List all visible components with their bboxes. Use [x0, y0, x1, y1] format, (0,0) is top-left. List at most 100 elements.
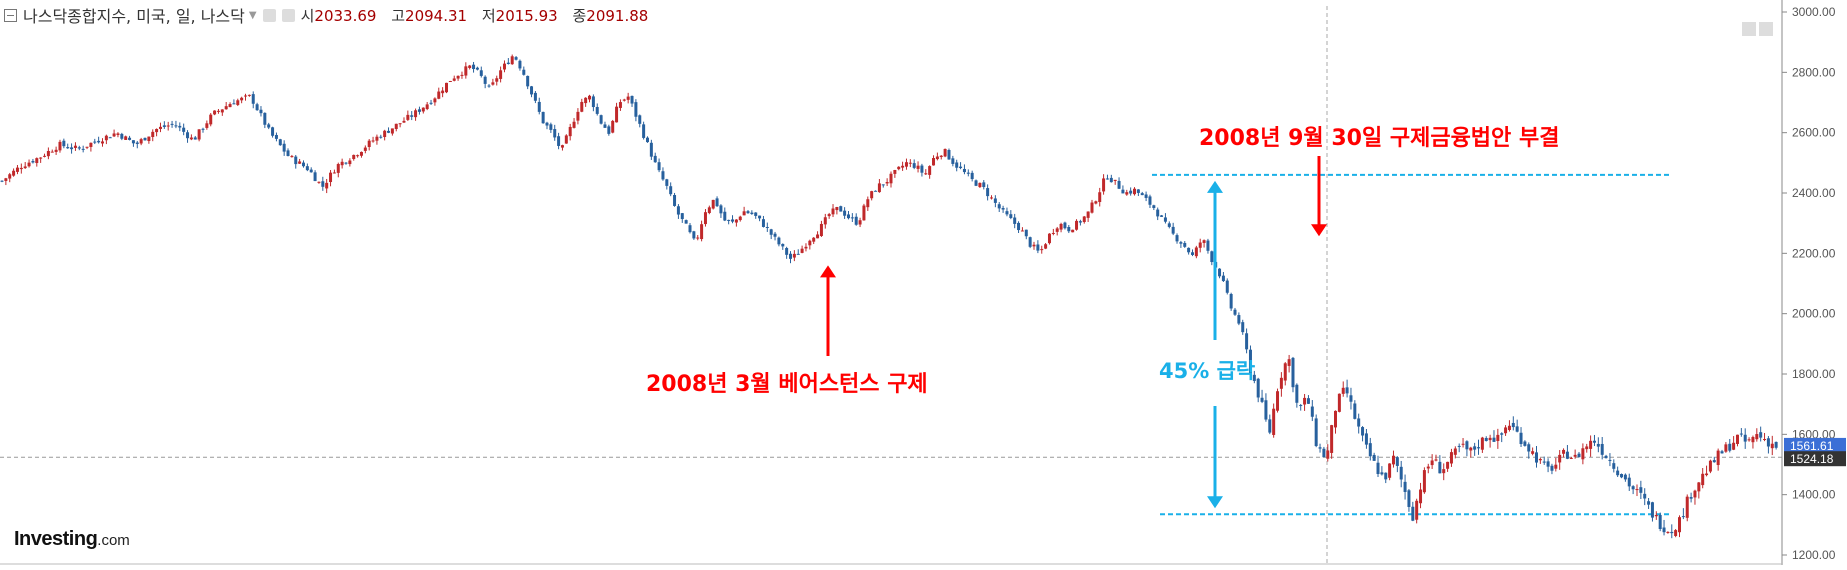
candle-body	[754, 212, 758, 216]
candle-body	[622, 99, 626, 101]
candle-body	[1001, 208, 1005, 210]
candle-body	[1685, 496, 1689, 518]
maximize-icon[interactable]	[1759, 22, 1773, 36]
candle-body	[703, 212, 707, 225]
candle-body	[332, 172, 336, 174]
candle-body	[425, 104, 429, 110]
candle-body	[653, 155, 657, 163]
candle-body	[1287, 359, 1291, 366]
candle-body	[491, 82, 495, 85]
candle-body	[232, 103, 236, 105]
candle-body	[1218, 268, 1222, 277]
candle-body	[1040, 249, 1044, 251]
candle-body	[1391, 455, 1395, 465]
candle-body	[1697, 482, 1701, 492]
candle-body	[1334, 410, 1337, 428]
candle-body	[1063, 222, 1067, 229]
candle-body	[317, 181, 321, 183]
candle-body	[1600, 443, 1604, 455]
candle-body	[313, 172, 317, 182]
candle-body	[321, 181, 325, 187]
candle-body	[189, 137, 193, 140]
instrument-name[interactable]: 나스닥종합지수, 미국, 일, 나스닥	[23, 7, 245, 26]
candle-body	[1175, 235, 1179, 242]
candle-body	[572, 121, 576, 128]
candle-body	[100, 141, 104, 144]
annotation-bailout-rejected: 2008년 9월 30일 구제금융법안 부결	[1199, 126, 1559, 151]
candle-body	[228, 104, 232, 108]
candle-body	[410, 115, 414, 117]
candle-body	[1202, 240, 1206, 243]
candle-body	[1534, 452, 1538, 463]
candle-body	[1631, 486, 1635, 490]
candle-body	[1117, 180, 1121, 189]
candle-body	[1283, 363, 1287, 381]
candle-body	[618, 102, 622, 108]
candle-body	[1187, 247, 1191, 253]
candle-body	[170, 123, 174, 125]
candle-body	[885, 182, 889, 184]
candle-body	[1082, 216, 1086, 223]
candle-body	[1248, 349, 1252, 374]
bear-stearns-arrow-head	[820, 265, 836, 278]
candle-body	[1643, 493, 1647, 499]
candle-body	[1620, 474, 1624, 478]
candle-body	[259, 109, 263, 114]
candle-body	[116, 133, 120, 135]
candle-body	[437, 91, 441, 99]
candle-body	[209, 114, 213, 125]
candle-body	[908, 162, 912, 164]
candle-body	[1592, 440, 1596, 443]
candle-body	[808, 240, 812, 246]
candle-body	[1279, 377, 1283, 389]
candle-body	[584, 97, 588, 104]
candle-body	[186, 132, 190, 139]
candle-body	[1465, 441, 1469, 450]
candle-body	[394, 123, 398, 130]
candle-body	[877, 183, 881, 193]
candle-body	[143, 137, 147, 141]
candle-body	[773, 233, 777, 237]
candle-body	[823, 217, 827, 225]
candle-body	[1067, 227, 1071, 232]
candle-body	[1133, 188, 1137, 195]
candle-body	[854, 216, 858, 225]
candle-body	[738, 216, 742, 221]
candle-body	[1650, 502, 1654, 518]
candle-body	[1148, 196, 1152, 205]
bailout-arrow-head	[1311, 224, 1327, 237]
candle-body	[205, 123, 209, 128]
candle-body	[1720, 451, 1724, 454]
candle-body	[1098, 192, 1102, 203]
candle-body	[1129, 190, 1133, 194]
refresh-icon[interactable]	[281, 8, 295, 22]
candle-body	[197, 129, 201, 140]
candle-body	[89, 142, 93, 147]
minimize-icon[interactable]	[1742, 22, 1756, 36]
candle-body	[1496, 434, 1500, 441]
candle-body	[1024, 229, 1028, 237]
chevron-down-icon[interactable]: ▼	[248, 9, 257, 21]
candle-body	[414, 110, 418, 118]
candle-body	[1059, 223, 1063, 230]
candle-body	[1005, 211, 1009, 215]
candle-body	[765, 226, 769, 228]
candle-body	[1051, 232, 1055, 234]
candle-body	[603, 124, 607, 128]
candle-body	[1403, 481, 1407, 492]
candle-body	[997, 204, 1001, 209]
candle-body	[452, 78, 456, 81]
candle-body	[642, 124, 646, 138]
settings-icon[interactable]	[262, 8, 276, 22]
candle-body	[846, 214, 850, 219]
candle-body	[1306, 398, 1310, 404]
candle-body	[1017, 222, 1021, 231]
candle-body	[723, 211, 727, 221]
candle-body	[750, 212, 754, 214]
candle-body	[108, 137, 112, 139]
candle-body	[1318, 447, 1322, 449]
collapse-icon[interactable]	[4, 8, 17, 22]
candle-body	[251, 94, 255, 104]
candle-body	[588, 95, 592, 100]
